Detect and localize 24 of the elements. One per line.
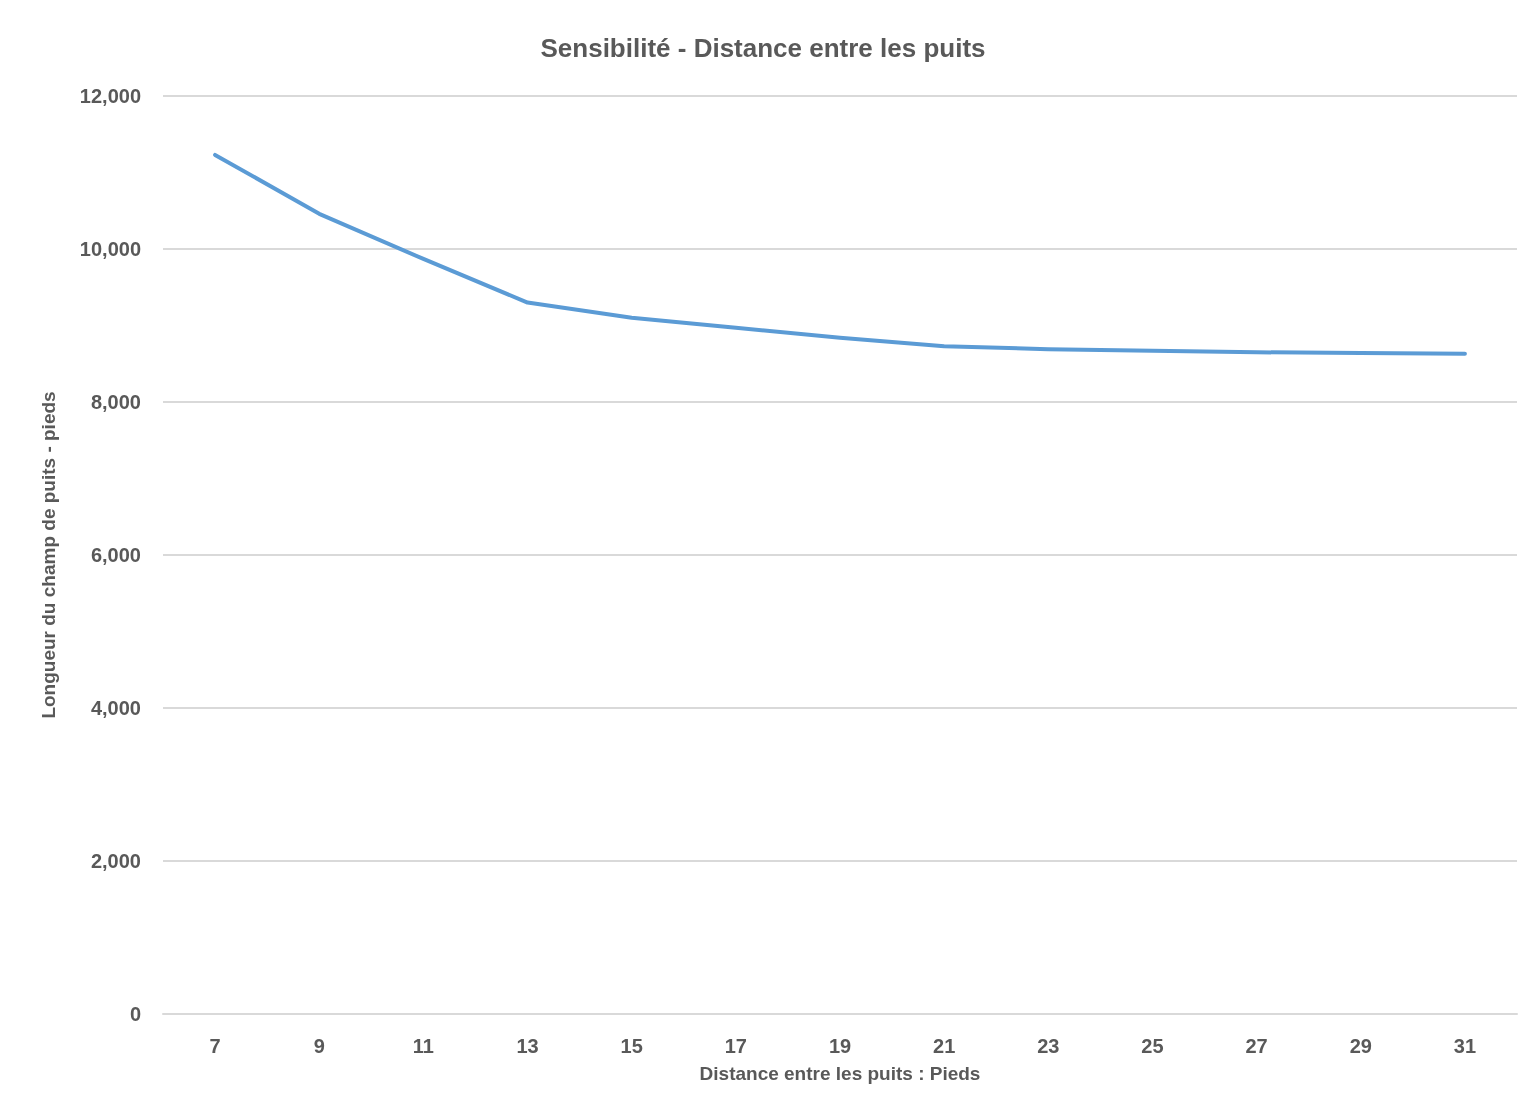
- x-tick-label: 27: [1245, 1035, 1268, 1057]
- y-axis-title: Longueur du champ de puits - pieds: [38, 391, 59, 719]
- x-tick-label: 21: [933, 1035, 956, 1057]
- y-tick-label: 8,000: [90, 391, 141, 413]
- y-tick-label: 0: [129, 1003, 141, 1025]
- y-tick-label: 4,000: [90, 697, 141, 719]
- chart-title: Sensibilité - Distance entre les puits: [540, 33, 986, 63]
- x-tick-label: 17: [724, 1035, 747, 1057]
- x-tick-label: 11: [412, 1035, 434, 1057]
- x-tick-label: 31: [1453, 1035, 1477, 1057]
- x-tick-label: 15: [620, 1035, 643, 1057]
- x-tick-label: 23: [1037, 1035, 1060, 1057]
- x-tick-label: 9: [313, 1035, 325, 1057]
- x-tick-label: 19: [828, 1035, 852, 1057]
- y-tick-label: 12,000: [79, 85, 141, 107]
- x-tick-label: 29: [1349, 1035, 1372, 1057]
- x-axis-title: Distance entre les puits : Pieds: [699, 1063, 981, 1084]
- x-tick-label: 13: [516, 1035, 539, 1057]
- y-tick-label: 10,000: [79, 238, 141, 260]
- x-tick-label: 7: [209, 1035, 221, 1057]
- y-tick-label: 2,000: [90, 850, 141, 872]
- line-series: [213, 152, 1467, 356]
- x-tick-label: 25: [1141, 1035, 1164, 1057]
- y-tick-label: 6,000: [90, 544, 141, 566]
